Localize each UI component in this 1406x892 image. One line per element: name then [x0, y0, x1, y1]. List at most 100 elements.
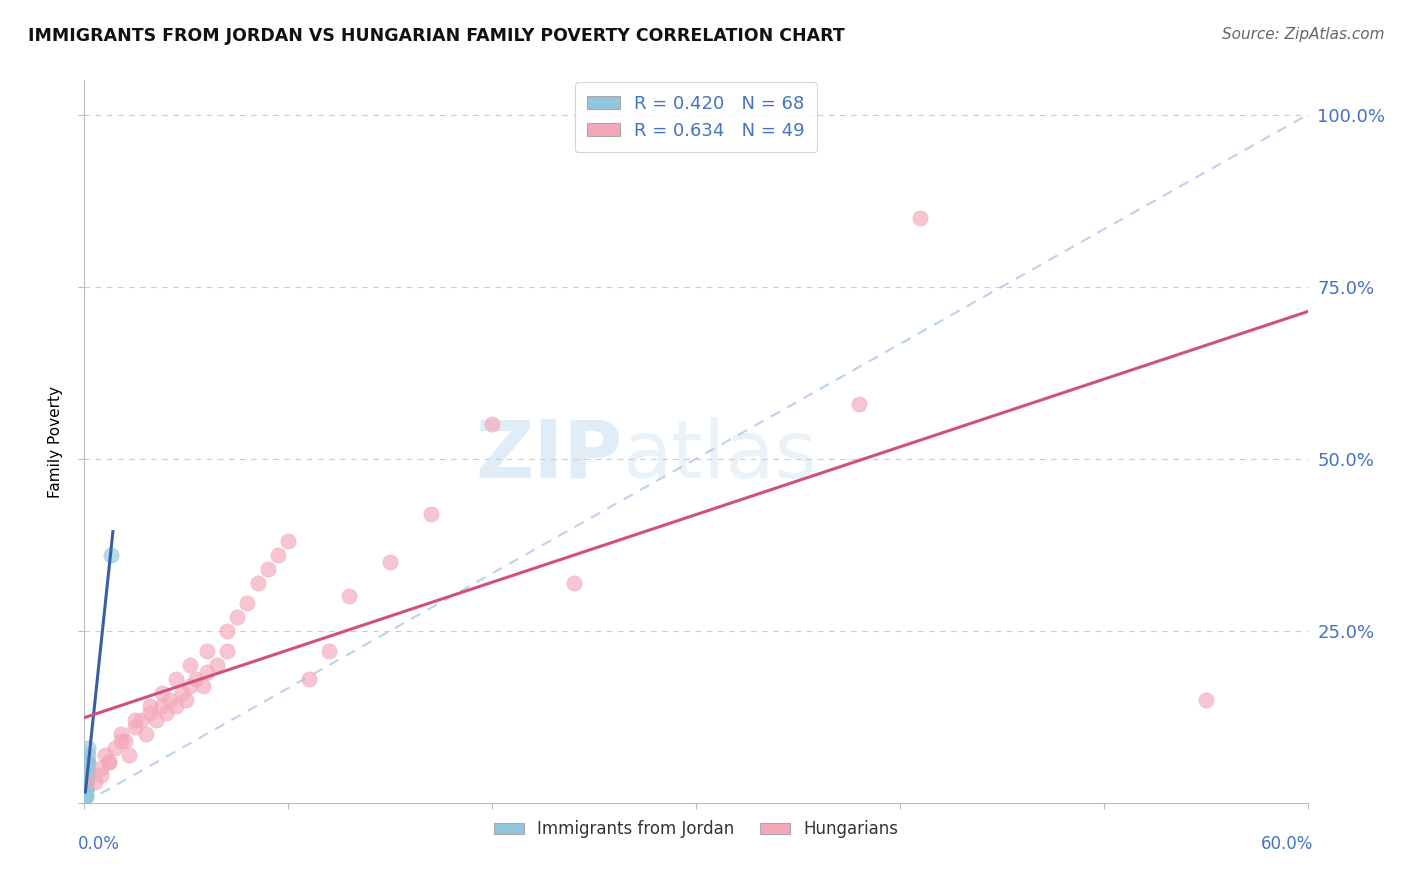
Point	[562, 575, 585, 590]
Point	[76, 768, 98, 782]
Point	[217, 624, 239, 638]
Point	[75, 782, 97, 797]
Point	[83, 775, 105, 789]
Point	[75, 789, 97, 803]
Point	[267, 548, 290, 562]
Point	[100, 548, 122, 562]
Point	[205, 658, 228, 673]
Point	[75, 789, 97, 803]
Point	[75, 789, 97, 803]
Point	[110, 734, 132, 748]
Point	[75, 775, 97, 789]
Y-axis label: Family Poverty: Family Poverty	[48, 385, 63, 498]
Point	[75, 782, 97, 797]
Point	[75, 782, 97, 797]
Point	[75, 782, 97, 797]
Point	[75, 775, 97, 789]
Point	[75, 775, 97, 789]
Point	[339, 590, 361, 604]
Text: 60.0%: 60.0%	[1261, 835, 1313, 854]
Point	[90, 761, 112, 775]
Point	[77, 747, 100, 762]
Text: atlas: atlas	[623, 417, 817, 495]
Point	[75, 789, 97, 803]
Point	[380, 555, 402, 569]
Point	[124, 720, 146, 734]
Point	[174, 692, 197, 706]
Point	[75, 775, 97, 789]
Text: ZIP: ZIP	[475, 417, 623, 495]
Point	[145, 713, 167, 727]
Point	[226, 610, 249, 624]
Point	[76, 761, 98, 775]
Point	[75, 775, 97, 789]
Point	[75, 782, 97, 797]
Point	[124, 713, 146, 727]
Point	[75, 789, 97, 803]
Point	[75, 782, 97, 797]
Point	[75, 775, 97, 789]
Point	[75, 782, 97, 797]
Point	[75, 782, 97, 797]
Point	[75, 768, 97, 782]
Point	[90, 768, 112, 782]
Point	[910, 211, 932, 225]
Point	[75, 768, 97, 782]
Point	[75, 775, 97, 789]
Point	[75, 775, 97, 789]
Point	[76, 755, 98, 769]
Point	[135, 727, 157, 741]
Point	[179, 658, 201, 673]
Point	[165, 672, 187, 686]
Point	[75, 782, 97, 797]
Point	[76, 761, 98, 775]
Point	[75, 782, 97, 797]
Point	[75, 789, 97, 803]
Point	[75, 782, 97, 797]
Point	[75, 782, 97, 797]
Point	[76, 768, 98, 782]
Point	[75, 775, 97, 789]
Point	[75, 789, 97, 803]
Point	[75, 789, 97, 803]
Point	[186, 672, 208, 686]
Point	[75, 775, 97, 789]
Point	[848, 397, 870, 411]
Point	[110, 727, 132, 741]
Point	[1195, 692, 1218, 706]
Point	[75, 789, 97, 803]
Point	[75, 775, 97, 789]
Point	[77, 755, 100, 769]
Point	[195, 644, 218, 658]
Text: Source: ZipAtlas.com: Source: ZipAtlas.com	[1222, 27, 1385, 42]
Point	[277, 534, 299, 549]
Point	[75, 782, 97, 797]
Point	[75, 775, 97, 789]
Point	[114, 734, 136, 748]
Point	[246, 575, 269, 590]
Point	[97, 755, 120, 769]
Point	[76, 755, 98, 769]
Point	[138, 706, 160, 721]
Point	[131, 713, 153, 727]
Point	[76, 761, 98, 775]
Point	[75, 775, 97, 789]
Point	[75, 768, 97, 782]
Point	[150, 686, 173, 700]
Point	[76, 755, 98, 769]
Point	[138, 699, 160, 714]
Point	[93, 747, 115, 762]
Point	[172, 686, 194, 700]
Point	[318, 644, 340, 658]
Point	[75, 782, 97, 797]
Point	[75, 775, 97, 789]
Point	[97, 755, 120, 769]
Point	[77, 740, 100, 755]
Point	[75, 789, 97, 803]
Text: 0.0%: 0.0%	[79, 835, 120, 854]
Point	[104, 740, 127, 755]
Point	[155, 706, 177, 721]
Point	[217, 644, 239, 658]
Point	[257, 562, 280, 576]
Point	[165, 699, 187, 714]
